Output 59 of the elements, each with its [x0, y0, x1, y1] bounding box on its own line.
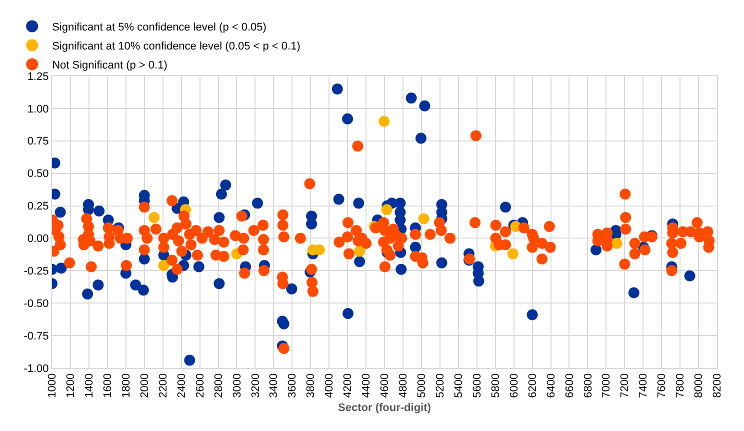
x-tick-label: 3000 [231, 373, 244, 398]
x-tick-label: 5800 [490, 373, 502, 398]
y-tick-label: -0.75 [24, 330, 49, 342]
legend-label: Not Significant (p > 0.1) [52, 60, 168, 72]
point [611, 238, 622, 249]
x-tick-label: 8000 [693, 373, 706, 398]
x-tick-label: 2600 [194, 373, 206, 398]
y-tick-label: -0.50 [24, 298, 49, 310]
x-tick-label: 4200 [342, 373, 354, 398]
x-tick-label: 3600 [286, 373, 299, 398]
y-tick-label: 1.25 [27, 70, 49, 83]
y-tick-label: 0.00 [27, 233, 49, 246]
x-tick-label: 4800 [398, 373, 410, 398]
x-tick-label: 2000 [138, 373, 151, 398]
x-tick-label: 1000 [46, 373, 59, 398]
x-tick-label: 6200 [526, 373, 539, 398]
x-tick-label: 4600 [379, 373, 392, 398]
x-tick-label: 1200 [65, 373, 78, 398]
x-tick-label: 2800 [212, 373, 225, 398]
x-tick-label: 4000 [324, 373, 336, 398]
x-tick-label: 4400 [360, 373, 373, 398]
x-tick-label: 5200 [434, 373, 446, 398]
point [378, 116, 390, 127]
y-tick-label: 0.50 [27, 168, 49, 180]
x-tick-label: 2200 [157, 373, 170, 398]
x-tick-label: 5600 [471, 373, 484, 398]
point [381, 204, 392, 216]
x-tick-label: 8200 [712, 373, 724, 398]
point [354, 246, 366, 257]
x-tick-label: 7400 [638, 373, 650, 398]
point [148, 212, 160, 223]
point [418, 213, 430, 224]
y-tick-label: 0.75 [27, 136, 49, 148]
x-tick-label: 3400 [268, 373, 280, 398]
x-tick-label: 6600 [564, 373, 576, 398]
y-tick-label: 1.00 [27, 103, 49, 116]
x-tick-label: 5000 [416, 373, 428, 398]
x-tick-label: 1800 [120, 373, 132, 398]
x-tick-label: 7000 [600, 373, 613, 398]
x-tick-label: 6800 [582, 373, 594, 398]
x-tick-label: 2400 [176, 373, 188, 398]
x-tick-label: 1400 [84, 373, 96, 398]
y-tick-label: 0.25 [27, 200, 49, 213]
x-tick-label: 7800 [674, 373, 687, 398]
legend-label: Significant at 5% confidence level (p < 0.05) [52, 22, 266, 34]
legend-label: Significant at 10% confidence level (0.05 < p < 0.1) [52, 40, 300, 53]
point [158, 260, 170, 271]
x-tick-label: 3200 [250, 373, 262, 398]
x-tick-label: 1600 [102, 373, 114, 398]
x-tick-label: 3800 [305, 373, 318, 398]
point [507, 248, 518, 260]
x-tick-label: 6000 [508, 373, 520, 398]
x-tick-label: 7200 [619, 373, 632, 398]
x-axis-title: Sector (four-digit) [338, 402, 432, 414]
y-tick-label: -0.25 [24, 266, 49, 278]
x-tick-label: 7600 [656, 373, 668, 398]
x-tick-label: 5400 [452, 373, 465, 398]
y-tick-label: -1.00 [24, 362, 49, 375]
x-tick-label: 6400 [545, 373, 558, 398]
